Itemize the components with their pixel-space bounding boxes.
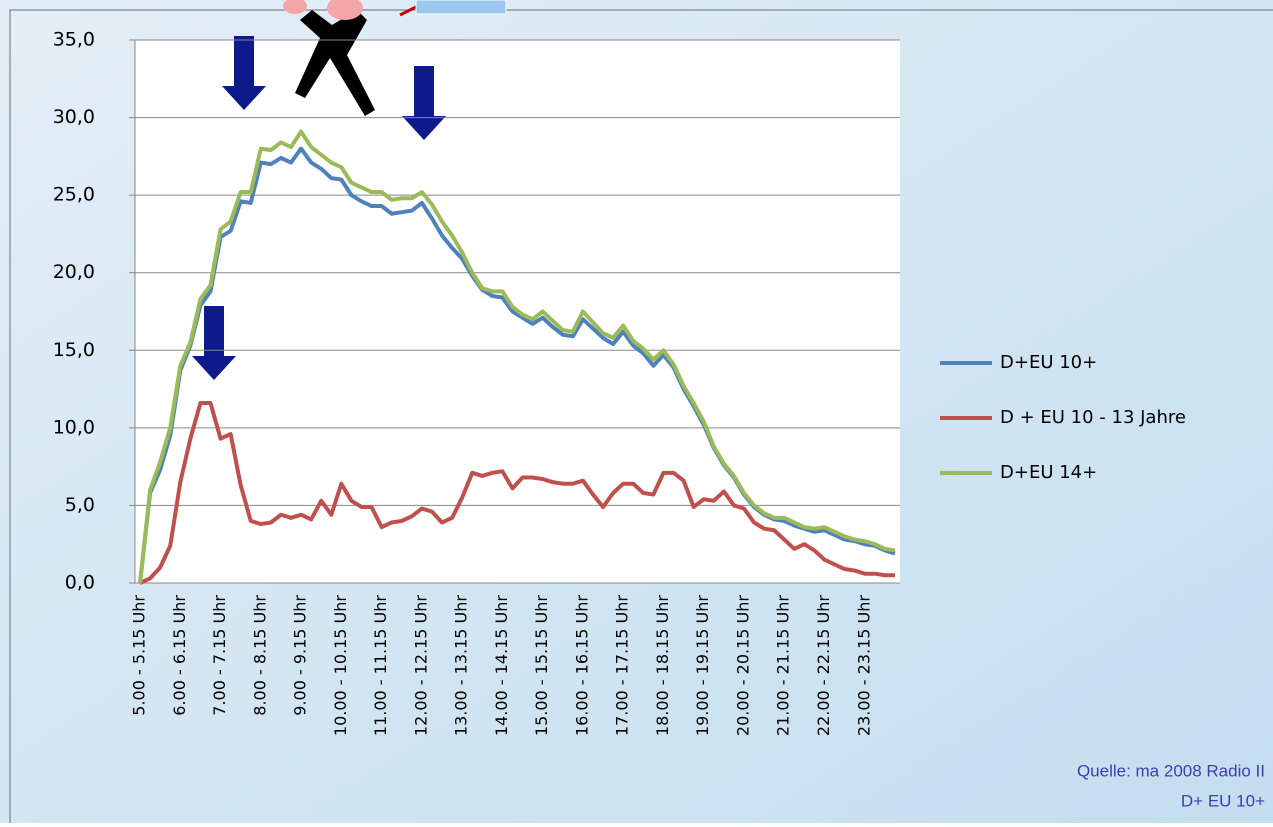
x-tick-label: 17.00 - 17.15 Uhr (613, 595, 632, 736)
x-tick-label: 16.00 - 16.15 Uhr (572, 595, 591, 736)
x-tick-label: 13.00 - 13.15 Uhr (452, 595, 471, 736)
legend-label: D+EU 14+ (1000, 462, 1097, 483)
y-tick-label: 35,0 (53, 29, 95, 51)
x-tick-label: 14.00 - 14.15 Uhr (492, 595, 511, 736)
source-note: D+ EU 10+ (1181, 791, 1265, 810)
legend-label: D + EU 10 - 13 Jahre (1000, 407, 1186, 428)
y-tick-label: 25,0 (53, 184, 95, 206)
x-tick-label: 6.00 - 6.15 Uhr (170, 595, 189, 716)
y-tick-label: 20,0 (53, 261, 95, 283)
y-tick-label: 30,0 (53, 106, 95, 128)
y-tick-label: 10,0 (53, 416, 95, 438)
x-tick-label: 23.00 - 23.15 Uhr (854, 595, 873, 736)
y-tick-label: 5,0 (65, 494, 95, 516)
x-tick-label: 18.00 - 18.15 Uhr (653, 595, 672, 736)
chart: Quelle: ma 2008 Radio II D+ EU 10+ 0,0 5,… (0, 0, 1273, 823)
x-tick-label: 15.00 - 15.15 Uhr (532, 595, 551, 736)
source-note: Quelle: ma 2008 Radio II (1077, 761, 1265, 780)
x-tick-label: 21.00 - 21.15 Uhr (774, 595, 793, 736)
x-tick-label: 22.00 - 22.15 Uhr (814, 595, 833, 736)
x-tick-label: 19.00 - 19.15 Uhr (693, 595, 712, 736)
legend-label: D+EU 10+ (1000, 352, 1097, 373)
page: {"chart_data": { "type": "line", "catego… (0, 0, 1273, 823)
x-tick-label: 10.00 - 10.15 Uhr (331, 595, 350, 736)
x-tick-label: 20.00 - 20.15 Uhr (733, 595, 752, 736)
x-tick-label: 9.00 - 9.15 Uhr (291, 595, 310, 716)
x-tick-label: 12.00 - 12.15 Uhr (411, 595, 430, 736)
x-tick-label: 8.00 - 8.15 Uhr (250, 595, 269, 716)
y-tick-label: 15,0 (53, 339, 95, 361)
y-tick-label: 0,0 (65, 572, 95, 594)
x-tick-label: 11.00 - 11.15 Uhr (371, 595, 390, 736)
x-tick-label: 7.00 - 7.15 Uhr (210, 595, 229, 716)
x-tick-label: 5.00 - 5.15 Uhr (130, 595, 149, 716)
